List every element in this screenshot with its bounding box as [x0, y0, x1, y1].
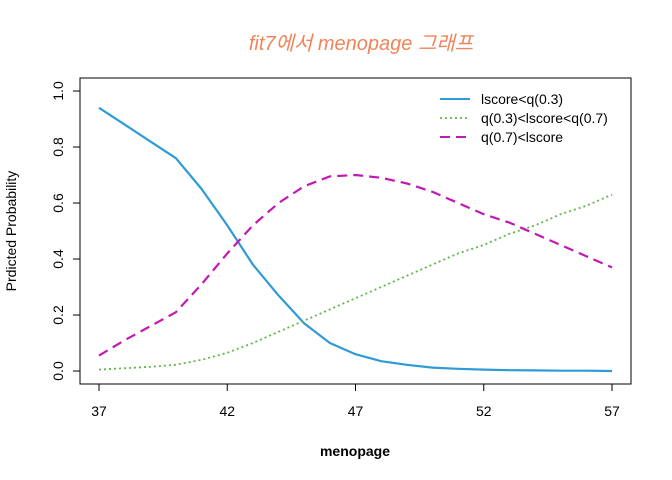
legend-label-1: lscore<q(0.3) [481, 91, 563, 107]
y-tick-label: 0.6 [50, 193, 66, 213]
x-tick-label: 57 [604, 403, 620, 419]
x-tick-label: 37 [91, 403, 107, 419]
y-tick-label: 0.8 [50, 137, 66, 157]
series-lines [98, 106, 613, 373]
series-line-1 [98, 106, 613, 373]
series-line-3 [98, 173, 613, 357]
y-tick-label: 0.4 [50, 249, 66, 269]
y-axis: 0.0 0.2 0.4 0.6 0.8 1.0 [50, 81, 81, 381]
legend-label-3: q(0.7)<lscore [481, 129, 563, 145]
x-axis-label: menopage [320, 443, 390, 459]
y-tick-label: 0.0 [50, 361, 66, 381]
x-tick-label: 47 [348, 403, 364, 419]
y-axis-label: Prdicted Probability [3, 171, 19, 292]
y-tick-label: 1.0 [50, 81, 66, 101]
series-line-2 [98, 193, 613, 371]
chart-title: fit7에서 menopage 그래프 [249, 33, 475, 55]
y-tick-label: 0.2 [50, 305, 66, 325]
legend-label-2: q(0.3)<lscore<q(0.7) [481, 110, 608, 126]
legend: lscore<q(0.3) q(0.3)<lscore<q(0.7) q(0.7)<… [440, 91, 608, 145]
x-axis: 37 42 47 52 57 [91, 383, 620, 419]
x-tick-label: 52 [476, 403, 492, 419]
x-tick-label: 42 [219, 403, 235, 419]
